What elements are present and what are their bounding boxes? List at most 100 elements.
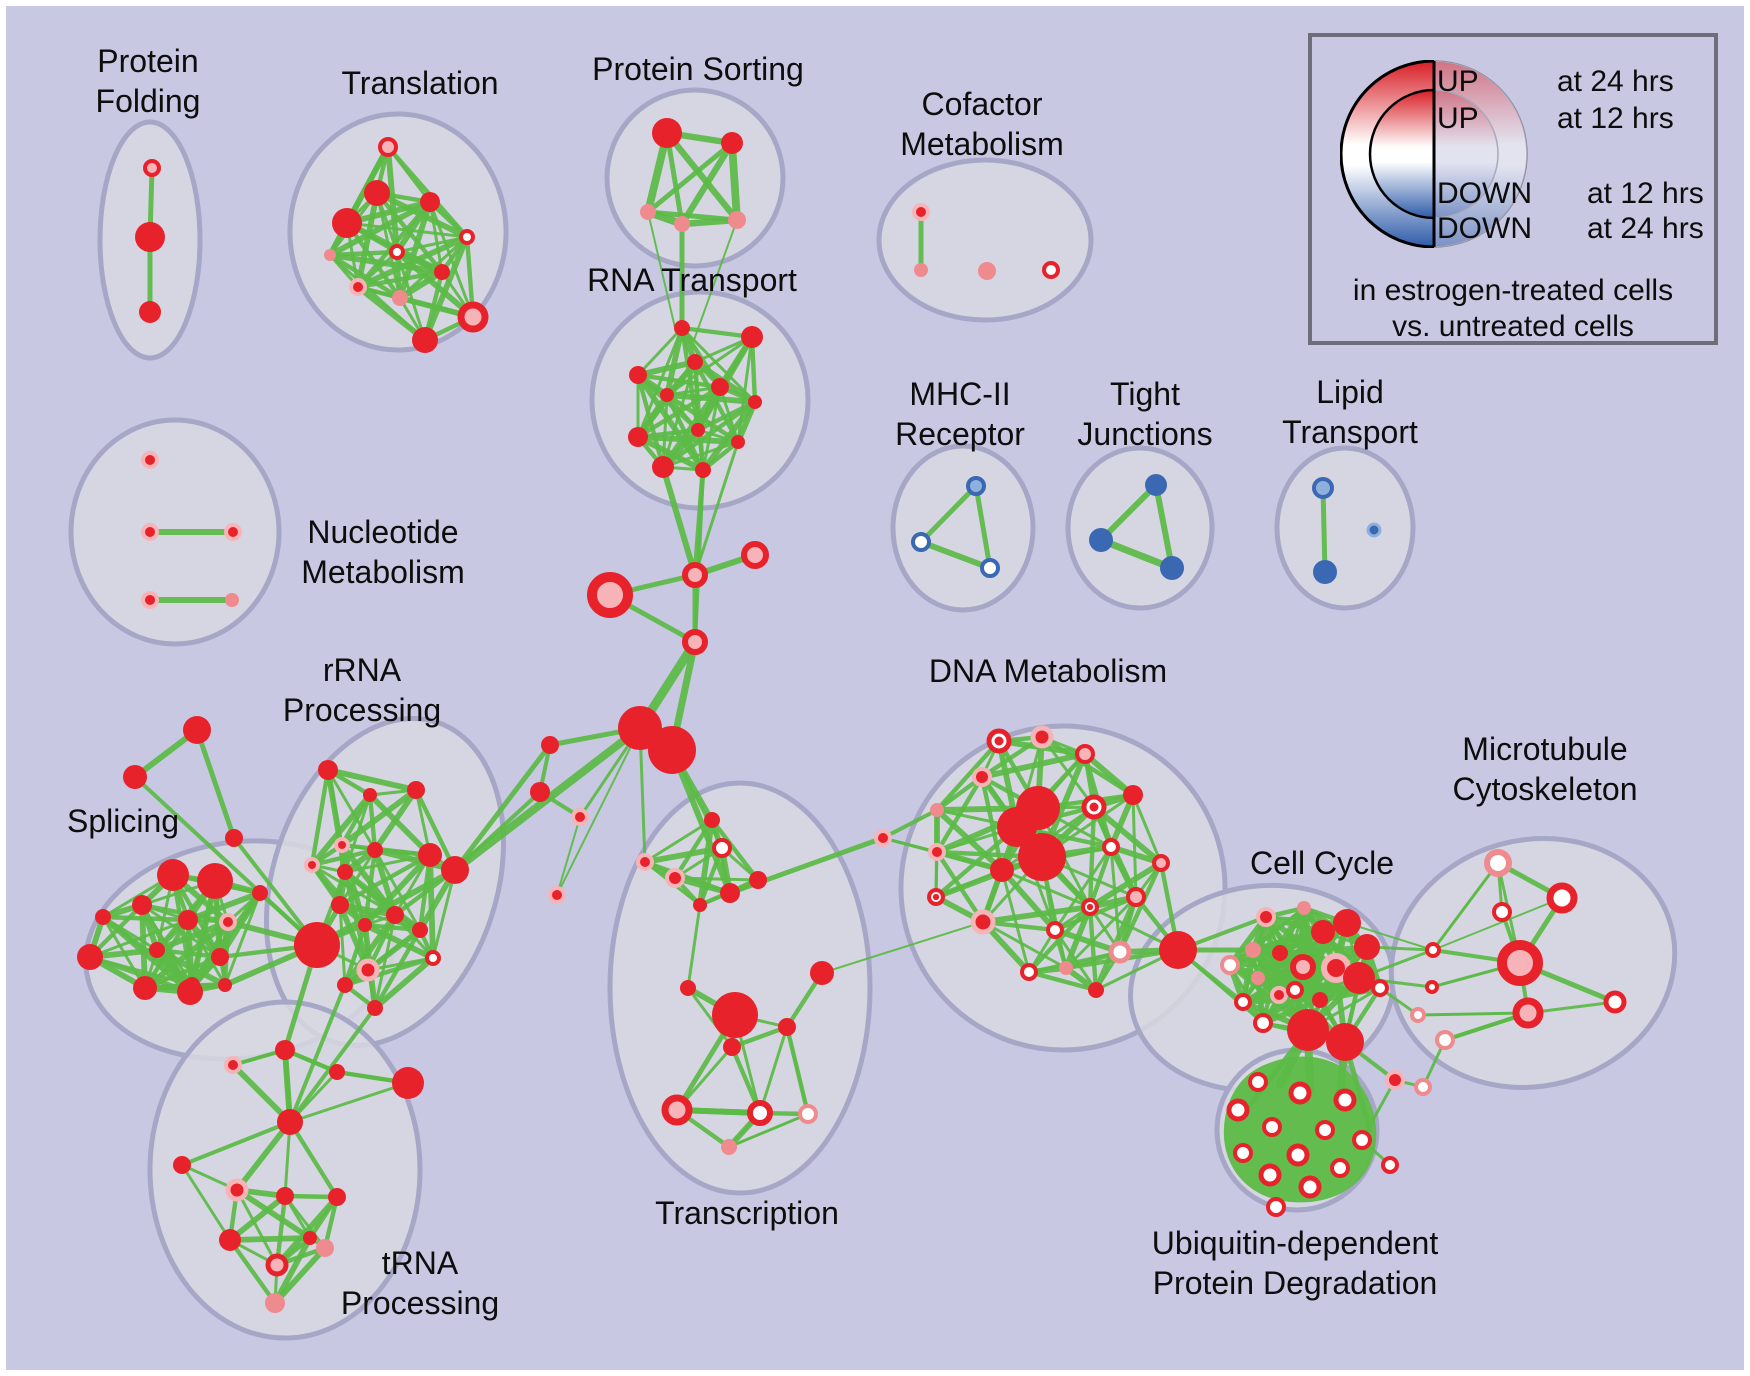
graph-node-s[interactable] <box>367 1000 383 1016</box>
graph-node-s[interactable] <box>420 192 440 212</box>
graph-node-s[interactable] <box>219 1229 241 1251</box>
graph-node-rp[interactable] <box>1497 940 1543 986</box>
graph-node-rw[interactable] <box>1226 1098 1250 1122</box>
graph-node-s[interactable] <box>652 456 674 478</box>
graph-node-b[interactable] <box>1145 474 1167 496</box>
graph-node-b[interactable] <box>1160 556 1184 580</box>
graph-node-s[interactable] <box>418 843 442 867</box>
graph-node-sp[interactable] <box>914 263 928 277</box>
graph-node-s[interactable] <box>386 906 404 924</box>
graph-node-rw[interactable] <box>1333 1088 1357 1112</box>
graph-node-ph[interactable] <box>356 958 380 982</box>
graph-node-rw[interactable] <box>1258 1163 1282 1187</box>
graph-node-s[interactable] <box>197 863 233 899</box>
graph-node-s[interactable] <box>177 979 203 1005</box>
graph-node-rp[interactable] <box>1075 744 1095 764</box>
graph-node-s[interactable] <box>1159 931 1197 969</box>
graph-node-s[interactable] <box>276 1187 294 1205</box>
graph-node-rw[interactable] <box>1546 882 1578 914</box>
graph-node-s[interactable] <box>123 765 147 789</box>
graph-node-s[interactable] <box>731 435 745 449</box>
graph-node-ph[interactable] <box>928 843 946 861</box>
graph-node-s[interactable] <box>133 976 157 1000</box>
graph-node-sp[interactable] <box>978 262 996 280</box>
graph-node-rw[interactable] <box>1248 1072 1268 1092</box>
graph-node-s[interactable] <box>530 782 550 802</box>
graph-node-s[interactable] <box>277 1109 303 1135</box>
graph-node-ph[interactable] <box>874 829 892 847</box>
graph-node-rp[interactable] <box>1152 854 1170 872</box>
graph-node-s[interactable] <box>392 1067 424 1099</box>
graph-node-rw[interactable] <box>1381 1156 1399 1174</box>
graph-node-rp[interactable] <box>143 159 161 177</box>
graph-node-pw[interactable] <box>1220 955 1240 975</box>
graph-node-s[interactable] <box>997 807 1037 847</box>
graph-node-s[interactable] <box>1326 1023 1364 1061</box>
graph-node-rw[interactable] <box>1286 981 1304 999</box>
graph-node-s[interactable] <box>1088 982 1104 998</box>
graph-node-s[interactable] <box>275 1040 295 1060</box>
graph-node-rw[interactable] <box>389 244 405 260</box>
graph-node-s[interactable] <box>1123 785 1143 805</box>
graph-node-tg[interactable] <box>927 888 945 906</box>
graph-node-s[interactable] <box>711 378 729 396</box>
graph-node-s[interactable] <box>1272 945 1288 961</box>
graph-node-tg[interactable] <box>986 728 1012 754</box>
graph-node-s[interactable] <box>1018 833 1066 881</box>
graph-node-sp[interactable] <box>392 290 408 306</box>
graph-node-s[interactable] <box>157 859 189 891</box>
graph-node-sp[interactable] <box>930 803 944 817</box>
graph-node-s[interactable] <box>441 856 469 884</box>
graph-node-s[interactable] <box>778 1018 796 1036</box>
graph-node-s[interactable] <box>364 180 390 206</box>
graph-node-ph[interactable] <box>304 857 320 873</box>
graph-node-s[interactable] <box>652 118 682 148</box>
graph-node-s[interactable] <box>1311 920 1335 944</box>
graph-node-rw[interactable] <box>1352 1130 1372 1150</box>
graph-node-rw[interactable] <box>1266 1197 1286 1217</box>
graph-node-ph[interactable] <box>141 523 159 541</box>
graph-node-rw[interactable] <box>1234 993 1252 1011</box>
graph-node-s[interactable] <box>95 909 111 925</box>
graph-node-s[interactable] <box>363 788 377 802</box>
graph-node-rp[interactable] <box>1290 954 1316 980</box>
graph-node-sp[interactable] <box>1251 971 1265 985</box>
graph-node-ph[interactable] <box>665 868 685 888</box>
graph-node-s[interactable] <box>337 864 353 880</box>
graph-node-s[interactable] <box>1354 934 1380 960</box>
graph-node-sp[interactable] <box>1297 901 1311 915</box>
graph-node-s[interactable] <box>741 326 763 348</box>
graph-node-s[interactable] <box>337 977 353 993</box>
graph-node-rp[interactable] <box>682 562 708 588</box>
graph-node-s[interactable] <box>252 885 268 901</box>
graph-node-sp[interactable] <box>640 204 656 220</box>
graph-node-s[interactable] <box>541 736 559 754</box>
graph-node-rw[interactable] <box>712 838 732 858</box>
graph-node-s[interactable] <box>132 895 152 915</box>
graph-node-s[interactable] <box>749 871 767 889</box>
graph-node-rp[interactable] <box>587 572 633 618</box>
graph-node-sp[interactable] <box>316 1239 334 1257</box>
graph-node-s[interactable] <box>629 366 647 384</box>
graph-node-ph[interactable] <box>912 203 930 221</box>
graph-node-ph[interactable] <box>224 523 242 541</box>
graph-node-s[interactable] <box>1333 909 1361 937</box>
graph-node-s[interactable] <box>329 1064 345 1080</box>
graph-node-rw[interactable] <box>1425 980 1439 994</box>
graph-node-s[interactable] <box>990 858 1014 882</box>
graph-node-s[interactable] <box>704 812 720 828</box>
graph-node-ph[interactable] <box>349 278 367 296</box>
graph-node-ph[interactable] <box>548 886 566 904</box>
graph-node-s[interactable] <box>135 222 165 252</box>
graph-node-rp[interactable] <box>378 137 398 157</box>
graph-node-bw[interactable] <box>911 532 931 552</box>
graph-node-s[interactable] <box>691 423 705 437</box>
graph-node-sp[interactable] <box>728 211 746 229</box>
graph-node-s[interactable] <box>1287 1009 1329 1051</box>
graph-node-rw[interactable] <box>1298 1175 1322 1199</box>
graph-node-rw[interactable] <box>1330 1158 1350 1178</box>
graph-node-ph[interactable] <box>224 1056 242 1074</box>
graph-node-s[interactable] <box>628 427 648 447</box>
graph-node-s[interactable] <box>648 726 696 774</box>
graph-node-bd[interactable] <box>1366 522 1382 538</box>
